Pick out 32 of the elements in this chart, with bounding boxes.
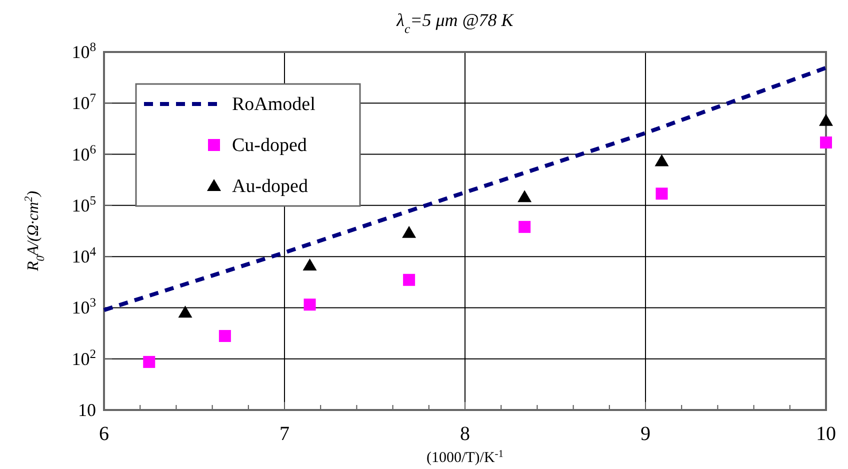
point bbox=[403, 274, 416, 286]
y-tick-label: 10$^{3}$ bbox=[72, 296, 96, 318]
legend-label: Au-doped bbox=[232, 176, 308, 197]
y-tick-label: 10$^{7}$ bbox=[72, 91, 96, 114]
point bbox=[304, 298, 316, 311]
y-tick-label: 10$^{4}$ bbox=[72, 244, 97, 267]
point bbox=[178, 306, 192, 318]
x-tick-label: 6 bbox=[99, 423, 109, 445]
x-tick-label: 10 bbox=[816, 423, 836, 445]
point bbox=[302, 258, 317, 270]
y-tick-label: 10$^{5}$ bbox=[72, 193, 96, 216]
legend-label: RoAmodel bbox=[232, 94, 316, 115]
line-series bbox=[102, 66, 828, 312]
x-tick-label: 8 bbox=[460, 423, 470, 445]
y-tick-label: 10 bbox=[78, 400, 96, 420]
legend-label: Cu-doped bbox=[232, 135, 308, 156]
y-tick-label: 10$^{2}$ bbox=[72, 346, 96, 369]
y-tick-label: 10$^{8}$ bbox=[72, 40, 96, 62]
point bbox=[143, 356, 156, 368]
point bbox=[820, 136, 832, 148]
point bbox=[402, 226, 416, 238]
point bbox=[218, 330, 231, 342]
x-axis-title: (1000/T)/K$^{-1}$ bbox=[426, 448, 504, 466]
point bbox=[654, 154, 669, 166]
x-tick-label: 9 bbox=[640, 423, 650, 445]
point bbox=[518, 220, 531, 233]
x-tick-label: 7 bbox=[280, 423, 290, 445]
y-tick-label: 10$^{6}$ bbox=[72, 142, 96, 164]
point bbox=[819, 114, 833, 126]
point bbox=[518, 190, 532, 202]
point bbox=[656, 188, 668, 200]
chart-title: λ$_{c}$=5 μm @78 K bbox=[396, 10, 514, 36]
